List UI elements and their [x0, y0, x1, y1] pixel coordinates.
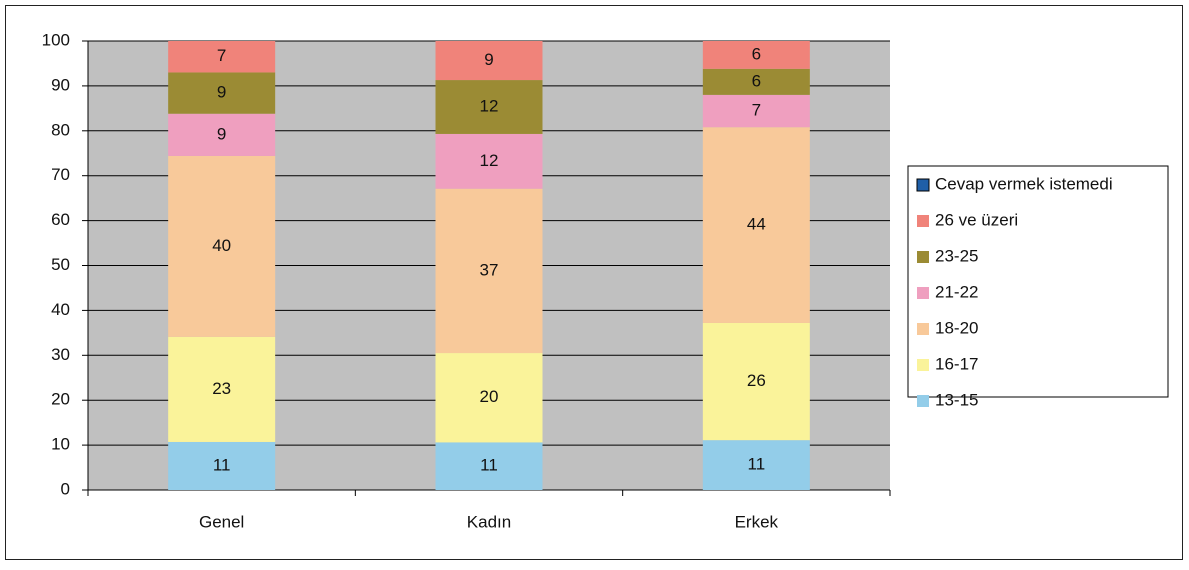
bar-segment — [168, 41, 276, 73]
legend-label: 26 ve üzeri — [935, 210, 1018, 229]
bar-segment — [435, 41, 543, 81]
legend-label: 16-17 — [935, 354, 978, 373]
data-label: 12 — [480, 96, 499, 115]
data-label: 40 — [212, 236, 231, 255]
data-label: 26 — [747, 371, 766, 390]
y-tick-label: 50 — [51, 255, 70, 274]
legend-swatch — [917, 215, 929, 227]
data-label: 6 — [752, 44, 761, 63]
bar-segment — [702, 440, 810, 490]
y-tick-label: 60 — [51, 210, 70, 229]
legend-label: 21-22 — [935, 282, 978, 301]
y-tick-label: 90 — [51, 75, 70, 94]
bar-segment — [702, 127, 810, 323]
x-tick-label: Erkek — [735, 512, 779, 531]
legend-label: 13-15 — [935, 390, 978, 409]
bar-segment — [702, 322, 810, 441]
y-tick-label: 20 — [51, 390, 70, 409]
data-label: 11 — [748, 455, 766, 474]
data-label: 9 — [217, 124, 226, 143]
y-tick-label: 0 — [61, 479, 70, 498]
data-label: 20 — [480, 387, 499, 406]
bar-segment — [168, 72, 276, 114]
bar-segment — [435, 133, 543, 189]
legend-label: 23-25 — [935, 246, 978, 265]
bar-segment — [168, 155, 276, 337]
data-label: 9 — [217, 83, 226, 102]
bar-segment — [435, 188, 543, 354]
data-label: 7 — [217, 46, 226, 65]
y-tick-label: 100 — [42, 30, 70, 49]
bar-segment — [168, 113, 276, 156]
bar-segment — [168, 336, 276, 442]
bar-segment — [435, 353, 543, 443]
y-tick-label: 80 — [51, 120, 70, 139]
bar-segment — [435, 442, 543, 490]
bar-segment — [702, 41, 810, 69]
data-label: 9 — [484, 50, 493, 69]
y-tick-label: 40 — [51, 300, 70, 319]
bar-segment — [168, 441, 276, 490]
legend-swatch — [917, 251, 929, 263]
data-label: 12 — [480, 151, 499, 170]
bar-segment — [702, 94, 810, 128]
data-label: 44 — [747, 215, 766, 234]
data-label: 23 — [212, 379, 231, 398]
legend-swatch — [917, 323, 929, 335]
y-tick-label: 30 — [51, 345, 70, 364]
legend-swatch — [917, 359, 929, 371]
data-label: 6 — [752, 71, 761, 90]
bar-segment — [435, 80, 543, 134]
x-tick-label: Genel — [199, 512, 244, 531]
legend-box — [907, 165, 1169, 398]
legend-swatch — [917, 287, 929, 299]
legend-label: 18-20 — [935, 318, 978, 337]
legend-swatch — [917, 395, 929, 407]
legend-swatch — [916, 178, 930, 192]
data-label: 7 — [752, 101, 761, 120]
y-tick-label: 70 — [51, 165, 70, 184]
y-tick-label: 10 — [51, 435, 70, 454]
legend-label: Cevap vermek istemedi — [935, 174, 1113, 193]
bar-segment — [702, 68, 810, 95]
data-label: 11 — [480, 456, 498, 475]
data-label: 11 — [213, 455, 231, 474]
data-label: 37 — [480, 260, 499, 279]
x-tick-label: Kadın — [467, 512, 511, 531]
